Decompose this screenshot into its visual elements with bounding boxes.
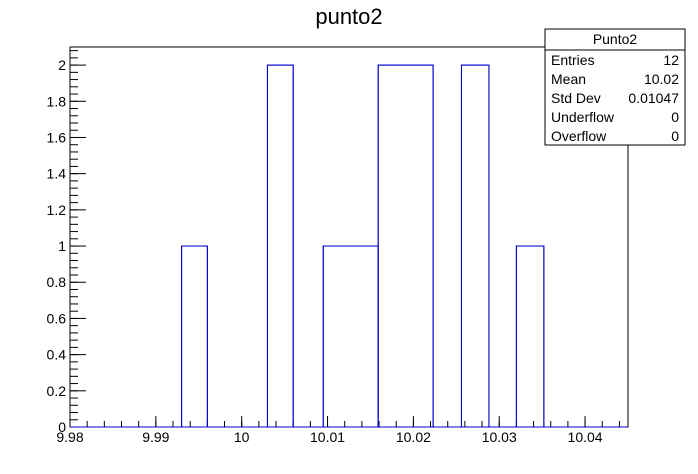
histogram-bin	[377, 64, 434, 428]
stats-box: Punto2 Entries 12 Mean 10.02 Std Dev 0.01047 Un…	[544, 28, 686, 146]
x-tick-label: 10.03	[482, 429, 517, 445]
x-tick-label: 10.04	[568, 429, 603, 445]
stats-row-value: 12	[663, 52, 679, 68]
x-tick-label: 10	[234, 429, 250, 445]
histogram-bin	[515, 245, 545, 428]
stats-row-label: Overflow	[551, 128, 607, 144]
histogram-bin	[460, 64, 490, 428]
histogram-bin	[322, 245, 379, 428]
stats-box-frame	[544, 28, 686, 146]
y-tick-label: 1.4	[47, 166, 67, 182]
stats-row-value: 0.01047	[628, 90, 679, 106]
chart-title: punto2	[315, 4, 382, 29]
stats-row-label: Underflow	[551, 109, 615, 125]
stats-row-value: 0	[671, 109, 679, 125]
histogram-bin	[266, 64, 294, 428]
stats-row-label: Entries	[551, 52, 595, 68]
axis-ticks: 9.98 9.99 10 10.01 10.02 10.03 10.04 0 0.2 0.4 0.6…	[47, 50, 620, 445]
x-tick-label: 10.01	[310, 429, 345, 445]
x-tick-label: 9.99	[142, 429, 169, 445]
y-tick-label: 0.4	[47, 347, 67, 363]
y-tick-label: 0.8	[47, 274, 67, 290]
stats-box-name: Punto2	[593, 31, 638, 47]
y-tick-label: 1.8	[47, 93, 67, 109]
y-tick-label: 0	[58, 419, 66, 435]
stats-row-label: Std Dev	[551, 90, 601, 106]
x-tick-label: 9.98	[56, 429, 83, 445]
y-tick-label: 1.6	[47, 129, 67, 145]
y-tick-label: 0.2	[47, 383, 67, 399]
stats-row-value: 10.02	[644, 71, 679, 87]
y-tick-label: 0.6	[47, 310, 67, 326]
histogram-bin	[181, 245, 208, 428]
stats-row-label: Mean	[551, 71, 586, 87]
y-tick-label: 1	[58, 238, 66, 254]
stats-row-value: 0	[671, 128, 679, 144]
y-tick-label: 2	[58, 57, 66, 73]
histogram-bars	[70, 64, 628, 428]
x-tick-label: 10.02	[396, 429, 431, 445]
y-tick-label: 1.2	[47, 202, 67, 218]
